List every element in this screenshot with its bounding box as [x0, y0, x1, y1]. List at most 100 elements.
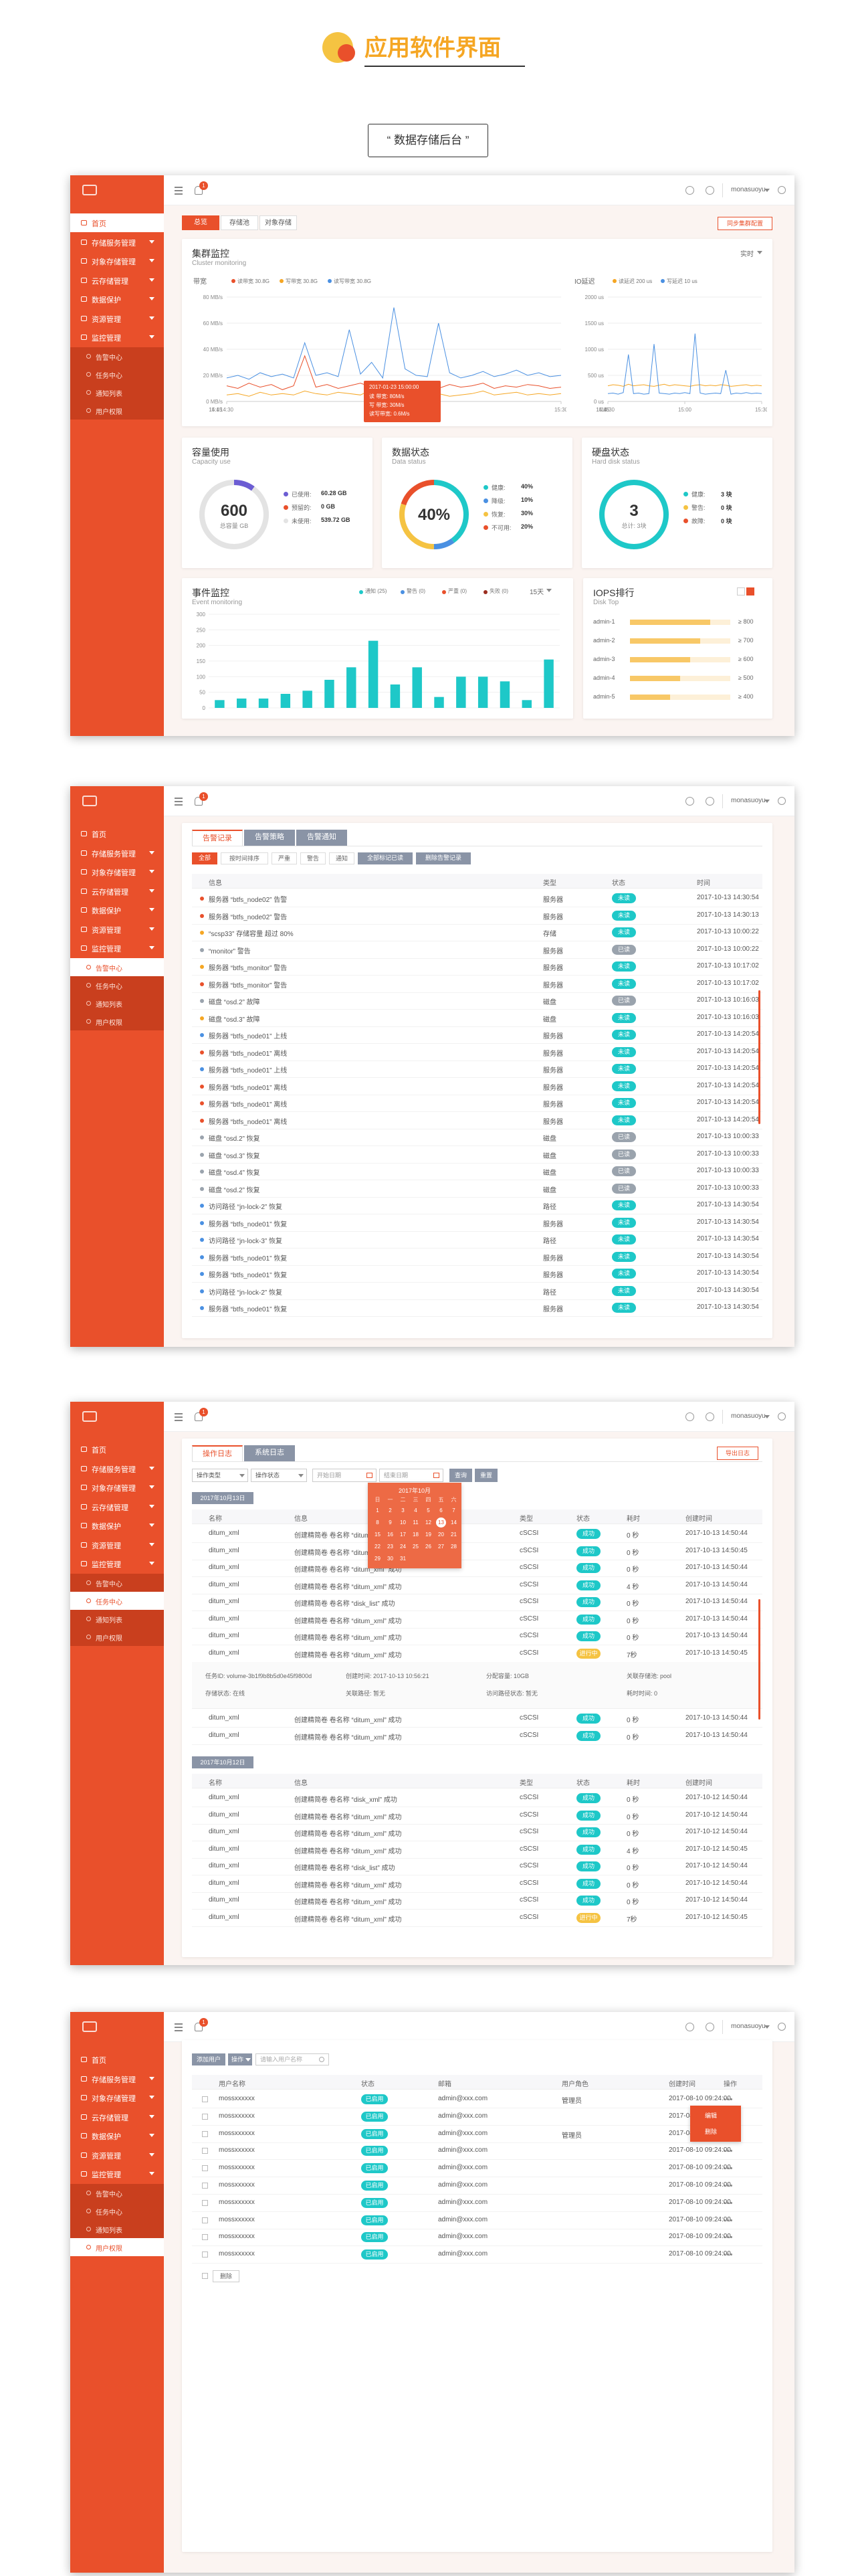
tab[interactable]: 系统日志	[244, 1445, 295, 1461]
calendar-day[interactable]: 5	[427, 1507, 430, 1513]
filter-button[interactable]: 严重	[272, 852, 297, 864]
menu-toggle-icon[interactable]	[175, 798, 183, 799]
add-user-button[interactable]: 添加用户	[192, 2053, 225, 2065]
date-input[interactable]: 开始日期	[312, 1469, 377, 1482]
sync-button[interactable]: 同步集群配置	[718, 217, 772, 230]
user-name[interactable]: monasuoyu	[731, 1412, 766, 1420]
filter-button[interactable]: 按时间排序	[221, 852, 268, 864]
bell-icon[interactable]	[195, 186, 203, 195]
logout-icon[interactable]	[778, 2023, 786, 2031]
menu-toggle-icon[interactable]	[175, 2027, 183, 2028]
select[interactable]: 操作类型	[192, 1469, 248, 1482]
menu-item[interactable]: 数据保护	[70, 901, 164, 919]
more-icon[interactable]	[730, 2236, 732, 2239]
submenu-item[interactable]: 告警中心	[70, 2184, 164, 2202]
menu-item[interactable]: 对象存储管理	[70, 252, 164, 270]
row-checkbox[interactable]	[202, 2096, 208, 2102]
calendar-day[interactable]: 15	[374, 1532, 381, 1538]
menu-item[interactable]: 资源管理	[70, 2146, 164, 2165]
submenu-item[interactable]: 用户权限	[70, 2237, 164, 2256]
row-checkbox[interactable]	[202, 2148, 208, 2154]
menu-item[interactable]: 资源管理	[70, 309, 164, 328]
submenu-item[interactable]: 告警中心	[70, 347, 164, 365]
more-icon[interactable]	[727, 2098, 729, 2100]
calendar-day[interactable]: 6	[439, 1507, 443, 1513]
menu-item[interactable]: 存储服务管理	[70, 2069, 164, 2088]
user-name[interactable]: monasuoyu	[731, 186, 766, 193]
tab[interactable]: 告警策略	[244, 830, 295, 846]
menu-toggle-icon[interactable]	[175, 193, 183, 195]
menu-toggle-icon[interactable]	[175, 801, 183, 802]
calendar-day[interactable]: 12	[425, 1520, 431, 1526]
submenu-item[interactable]: 用户权限	[70, 1628, 164, 1646]
submenu-item[interactable]: 通知列表	[70, 994, 164, 1012]
filter-button[interactable]: 删除告警记录	[416, 852, 471, 864]
submenu-item[interactable]: 通知列表	[70, 1610, 164, 1628]
menu-item[interactable]: 存储服务管理	[70, 233, 164, 252]
menu-item[interactable]: 资源管理	[70, 1536, 164, 1554]
menu-item[interactable]: 监控管理	[70, 1554, 164, 1573]
bell-icon[interactable]	[195, 2023, 203, 2031]
delete-button[interactable]: 删除	[213, 2270, 239, 2282]
menu-toggle-icon[interactable]	[175, 2023, 183, 2025]
more-icon[interactable]	[724, 2098, 726, 2100]
menu-item[interactable]: 对象存储管理	[70, 1478, 164, 1497]
calendar-day[interactable]: 14	[451, 1520, 457, 1526]
menu-toggle-icon[interactable]	[175, 187, 183, 188]
menu-item[interactable]: 数据保护	[70, 2126, 164, 2145]
toolbar-icon[interactable]	[685, 797, 694, 806]
menu-item[interactable]: 存储服务管理	[70, 1459, 164, 1478]
tab[interactable]: 对象存储	[259, 215, 297, 230]
submenu-item[interactable]: 任务中心	[70, 976, 164, 994]
menu-item[interactable]: 首页	[70, 2050, 164, 2069]
bell-icon[interactable]	[195, 797, 203, 806]
calendar-day[interactable]: 13	[436, 1517, 446, 1528]
menu-item[interactable]: 首页	[70, 824, 164, 843]
more-icon[interactable]	[724, 2236, 726, 2239]
bell-icon[interactable]	[195, 1412, 203, 1421]
more-icon[interactable]	[730, 2185, 732, 2187]
filter-button[interactable]: 警告	[300, 852, 326, 864]
calendar-day[interactable]: 29	[374, 1556, 381, 1562]
menu-item[interactable]: 对象存储管理	[70, 862, 164, 881]
toolbar-icon[interactable]	[685, 2023, 694, 2031]
tab[interactable]: 存储池	[221, 215, 258, 230]
calendar-day[interactable]: 19	[425, 1532, 431, 1538]
select[interactable]: 操作状态	[251, 1469, 307, 1482]
menu-item[interactable]: 首页	[70, 213, 164, 232]
menu-item[interactable]: 监控管理	[70, 328, 164, 347]
menu-item[interactable]: 资源管理	[70, 920, 164, 939]
range-select[interactable]: 15天	[530, 589, 544, 596]
more-icon[interactable]	[724, 2253, 726, 2256]
more-icon[interactable]	[730, 2219, 732, 2221]
calendar-day[interactable]: 31	[400, 1556, 406, 1562]
calendar-day[interactable]: 4	[414, 1507, 417, 1513]
row-checkbox[interactable]	[202, 2130, 208, 2137]
submenu-item[interactable]: 通知列表	[70, 383, 164, 401]
menu-item[interactable]: 云存储管理	[70, 1497, 164, 1516]
submenu-item[interactable]: 用户权限	[70, 1012, 164, 1030]
range-select[interactable]: 实时	[740, 251, 754, 258]
menu-item[interactable]: 数据保护	[70, 290, 164, 308]
menu-item[interactable]: 对象存储管理	[70, 2088, 164, 2107]
more-icon[interactable]	[730, 2098, 732, 2100]
calendar-day[interactable]: 11	[413, 1520, 419, 1526]
calendar-day[interactable]: 8	[376, 1520, 379, 1526]
toggle-icon[interactable]	[737, 587, 745, 595]
row-checkbox[interactable]	[202, 2183, 208, 2189]
toolbar-icon[interactable]	[706, 797, 714, 806]
submenu-item[interactable]: 用户权限	[70, 401, 164, 420]
menu-toggle-icon[interactable]	[175, 804, 183, 806]
tab[interactable]: 操作日志	[192, 1445, 243, 1461]
more-icon[interactable]	[727, 2219, 729, 2221]
calendar-day[interactable]: 24	[400, 1544, 406, 1550]
row-checkbox[interactable]	[202, 2113, 208, 2120]
toolbar-icon[interactable]	[706, 186, 714, 195]
calendar-day[interactable]: 28	[451, 1544, 457, 1550]
calendar-day[interactable]: 17	[400, 1532, 406, 1538]
calendar-day[interactable]: 20	[438, 1532, 444, 1538]
row-checkbox[interactable]	[202, 2251, 208, 2258]
menu-toggle-icon[interactable]	[175, 1416, 183, 1418]
date-input[interactable]: 结束日期	[379, 1469, 443, 1482]
menu-item[interactable]: 数据保护	[70, 1516, 164, 1535]
